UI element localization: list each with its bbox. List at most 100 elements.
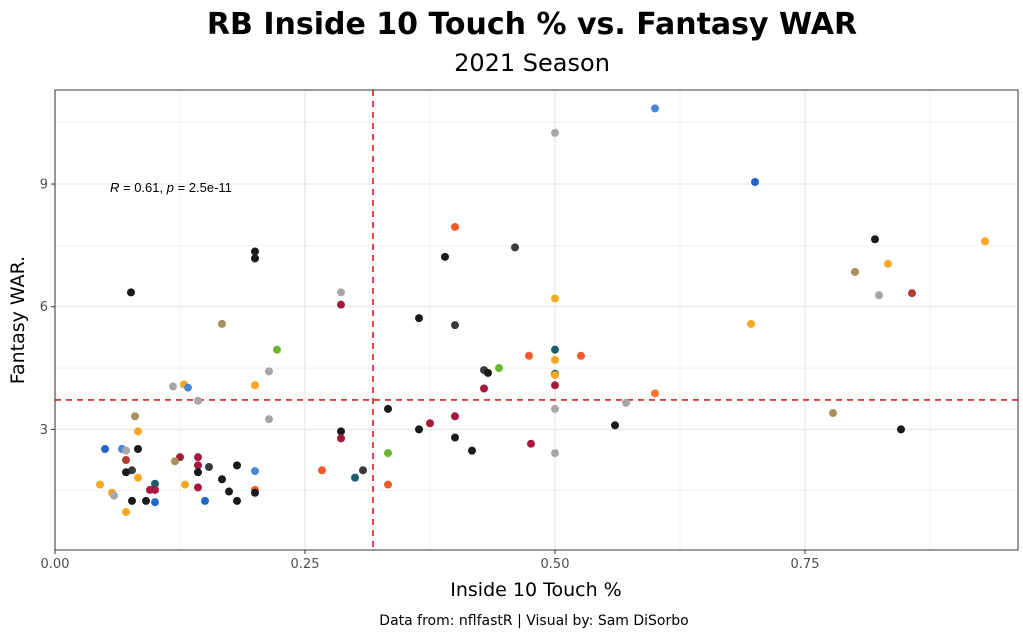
data-point — [871, 235, 879, 244]
data-point — [468, 446, 476, 455]
data-point — [577, 351, 585, 360]
annotation-r-text: = 0.61, — [119, 180, 166, 195]
data-point — [194, 483, 202, 492]
x-tick-label: 0.25 — [291, 557, 320, 572]
correlation-annotation: R = 0.61, p = 2.5e-11 — [110, 180, 232, 195]
data-point — [495, 364, 503, 373]
data-point — [233, 461, 241, 470]
data-point — [251, 467, 259, 476]
data-point — [273, 345, 281, 354]
data-point — [451, 412, 459, 421]
data-point — [384, 404, 392, 413]
data-point — [181, 480, 189, 489]
chart-title: RB Inside 10 Touch % vs. Fantasy WAR — [207, 7, 857, 42]
data-point — [337, 288, 345, 297]
x-axis-title: Inside 10 Touch % — [450, 579, 621, 601]
data-point — [265, 415, 273, 424]
annotation-p-label: p — [166, 180, 174, 195]
chart-caption: Data from: nflfastR | Visual by: Sam DiS… — [379, 613, 688, 629]
data-point — [194, 468, 202, 477]
data-point — [525, 351, 533, 360]
data-point — [551, 294, 559, 303]
data-point — [134, 427, 142, 436]
data-point — [451, 321, 459, 330]
data-points — [96, 104, 989, 516]
data-point — [359, 466, 367, 475]
y-tick-label: 3 — [40, 423, 48, 438]
data-point — [131, 412, 139, 421]
x-tick-label: 0.50 — [541, 557, 570, 572]
plot-panel — [55, 90, 1018, 550]
data-point — [128, 466, 136, 475]
data-point — [218, 475, 226, 484]
x-tick-label: 0.75 — [791, 557, 820, 572]
data-point — [622, 398, 630, 407]
data-point — [122, 507, 130, 516]
y-tick-label: 9 — [40, 178, 48, 193]
data-point — [527, 439, 535, 448]
data-point — [897, 425, 905, 434]
data-point — [551, 404, 559, 413]
data-point — [829, 409, 837, 418]
data-point — [611, 421, 619, 430]
data-point — [127, 288, 135, 297]
data-point — [451, 433, 459, 442]
data-point — [337, 300, 345, 309]
data-point — [134, 445, 142, 454]
data-point — [651, 104, 659, 113]
data-point — [251, 254, 259, 263]
data-point — [337, 434, 345, 443]
data-point — [415, 314, 423, 323]
data-point — [751, 178, 759, 186]
data-point — [96, 480, 104, 489]
y-tick-label: 6 — [40, 300, 48, 315]
data-point — [480, 384, 488, 393]
data-point — [151, 485, 159, 494]
data-point — [551, 370, 559, 379]
data-point — [171, 457, 179, 466]
data-point — [151, 498, 159, 507]
data-point — [384, 449, 392, 458]
data-point — [451, 222, 459, 231]
data-point — [194, 453, 202, 462]
data-point — [101, 445, 109, 454]
data-point — [265, 367, 273, 376]
data-point — [884, 259, 892, 268]
data-point — [151, 479, 159, 488]
data-point — [194, 396, 202, 405]
data-point — [551, 128, 559, 137]
plot-border — [54, 89, 1019, 551]
data-point — [651, 389, 659, 398]
data-point — [747, 319, 755, 328]
data-point — [225, 487, 233, 496]
chart-subtitle: 2021 Season — [454, 49, 610, 77]
data-point — [169, 382, 177, 391]
data-point — [551, 345, 559, 354]
data-point — [551, 381, 559, 390]
data-point — [415, 425, 423, 434]
x-tick-label: 0.00 — [41, 557, 70, 572]
annotation-r-label: R — [110, 180, 119, 195]
data-point — [122, 468, 130, 477]
data-point — [251, 247, 259, 256]
data-point — [128, 496, 136, 505]
data-point — [981, 237, 989, 246]
data-point — [184, 383, 192, 392]
axis-ticks: 0.00 0.25 0.50 0.75 3 6 9 — [40, 178, 820, 572]
data-point — [551, 355, 559, 364]
data-point — [384, 480, 392, 489]
data-point — [205, 462, 213, 471]
data-point — [875, 291, 883, 300]
data-point — [201, 496, 209, 505]
data-point — [851, 267, 859, 276]
data-point — [122, 456, 130, 465]
annotation-p-text: = 2.5e-11 — [174, 180, 232, 195]
data-point — [142, 496, 150, 505]
data-point — [511, 243, 519, 252]
data-point — [441, 252, 449, 261]
data-point — [134, 473, 142, 482]
data-point — [122, 446, 130, 455]
y-axis-title: Fantasy WAR. — [7, 256, 29, 384]
data-point — [218, 319, 226, 328]
data-point — [484, 368, 492, 377]
